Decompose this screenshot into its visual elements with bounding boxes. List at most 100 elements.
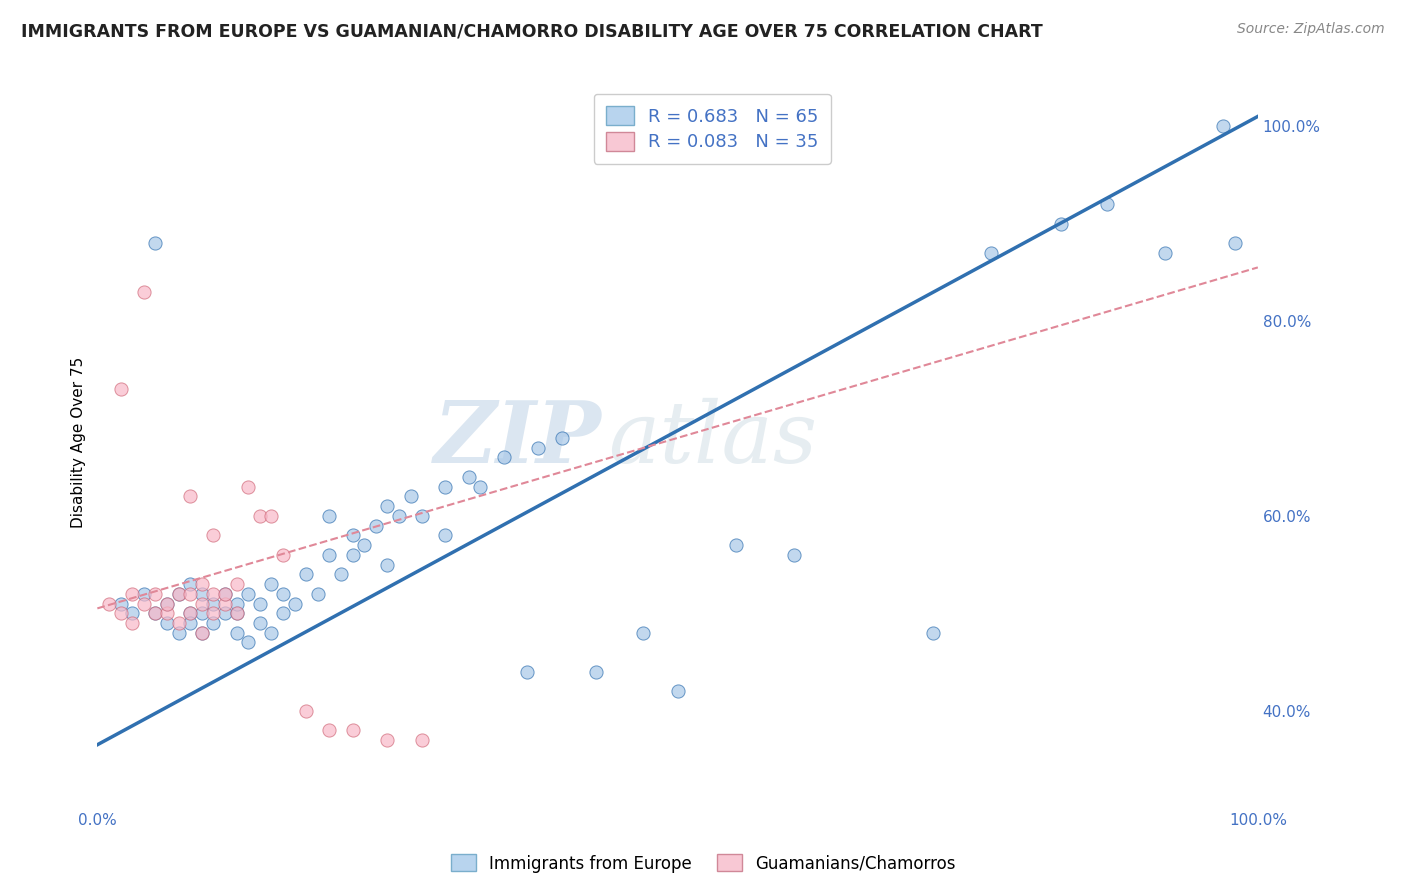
Point <box>145 235 167 250</box>
Point <box>202 597 225 611</box>
Point <box>318 723 340 738</box>
Point <box>631 625 654 640</box>
Point <box>214 597 236 611</box>
Point <box>260 508 283 523</box>
Point <box>271 606 294 620</box>
Point <box>353 538 375 552</box>
Point <box>318 508 340 523</box>
Point <box>167 625 190 640</box>
Point <box>411 508 433 523</box>
Point <box>238 587 260 601</box>
Point <box>434 528 457 542</box>
Point <box>179 587 201 601</box>
Point <box>167 587 190 601</box>
Point <box>132 597 155 611</box>
Point <box>399 489 422 503</box>
Point <box>167 615 190 630</box>
Point <box>550 431 572 445</box>
Point <box>318 548 340 562</box>
Point <box>145 606 167 620</box>
Point <box>295 567 318 582</box>
Point <box>377 732 399 747</box>
Point <box>1049 217 1071 231</box>
Point <box>179 606 201 620</box>
Point <box>121 615 143 630</box>
Point <box>492 450 515 465</box>
Point <box>156 615 179 630</box>
Point <box>202 615 225 630</box>
Point <box>191 606 214 620</box>
Legend: Immigrants from Europe, Guamanians/Chamorros: Immigrants from Europe, Guamanians/Chamo… <box>444 847 962 880</box>
Point <box>516 665 538 679</box>
Point <box>121 587 143 601</box>
Point <box>238 480 260 494</box>
Point <box>342 528 364 542</box>
Y-axis label: Disability Age Over 75: Disability Age Over 75 <box>72 357 86 528</box>
Legend: R = 0.683   N = 65, R = 0.083   N = 35: R = 0.683 N = 65, R = 0.083 N = 35 <box>593 94 831 164</box>
Point <box>225 597 247 611</box>
Point <box>585 665 607 679</box>
Point <box>110 606 132 620</box>
Point <box>214 587 236 601</box>
Point <box>666 684 689 698</box>
Point <box>980 245 1002 260</box>
Point <box>364 518 387 533</box>
Point <box>191 625 214 640</box>
Text: IMMIGRANTS FROM EUROPE VS GUAMANIAN/CHAMORRO DISABILITY AGE OVER 75 CORRELATION : IMMIGRANTS FROM EUROPE VS GUAMANIAN/CHAM… <box>21 22 1043 40</box>
Point <box>97 597 120 611</box>
Point <box>110 382 132 396</box>
Point <box>271 587 294 601</box>
Point <box>457 470 479 484</box>
Point <box>249 508 271 523</box>
Text: ZIP: ZIP <box>434 397 602 481</box>
Point <box>284 597 307 611</box>
Point <box>307 587 329 601</box>
Point <box>1095 197 1118 211</box>
Point <box>434 480 457 494</box>
Point <box>202 606 225 620</box>
Point <box>132 587 155 601</box>
Point <box>191 577 214 591</box>
Point <box>214 587 236 601</box>
Point <box>110 597 132 611</box>
Point <box>191 625 214 640</box>
Point <box>527 441 550 455</box>
Point <box>225 606 247 620</box>
Point <box>132 285 155 299</box>
Point <box>260 577 283 591</box>
Point <box>249 615 271 630</box>
Point <box>922 625 945 640</box>
Text: Source: ZipAtlas.com: Source: ZipAtlas.com <box>1237 22 1385 37</box>
Point <box>782 548 804 562</box>
Point <box>260 625 283 640</box>
Point <box>179 577 201 591</box>
Point <box>225 606 247 620</box>
Point <box>238 635 260 649</box>
Point <box>121 606 143 620</box>
Point <box>179 615 201 630</box>
Point <box>388 508 411 523</box>
Point <box>330 567 353 582</box>
Point <box>156 597 179 611</box>
Point <box>342 723 364 738</box>
Point <box>470 480 492 494</box>
Point <box>179 489 201 503</box>
Point <box>191 597 214 611</box>
Point <box>724 538 747 552</box>
Point <box>377 558 399 572</box>
Point <box>167 587 190 601</box>
Point <box>156 597 179 611</box>
Point <box>1223 235 1246 250</box>
Point <box>295 704 318 718</box>
Point <box>202 587 225 601</box>
Point <box>225 625 247 640</box>
Point <box>145 606 167 620</box>
Point <box>271 548 294 562</box>
Point <box>179 606 201 620</box>
Point <box>411 732 433 747</box>
Text: atlas: atlas <box>607 398 817 481</box>
Point <box>145 587 167 601</box>
Point <box>191 587 214 601</box>
Point <box>1154 245 1177 260</box>
Point <box>214 606 236 620</box>
